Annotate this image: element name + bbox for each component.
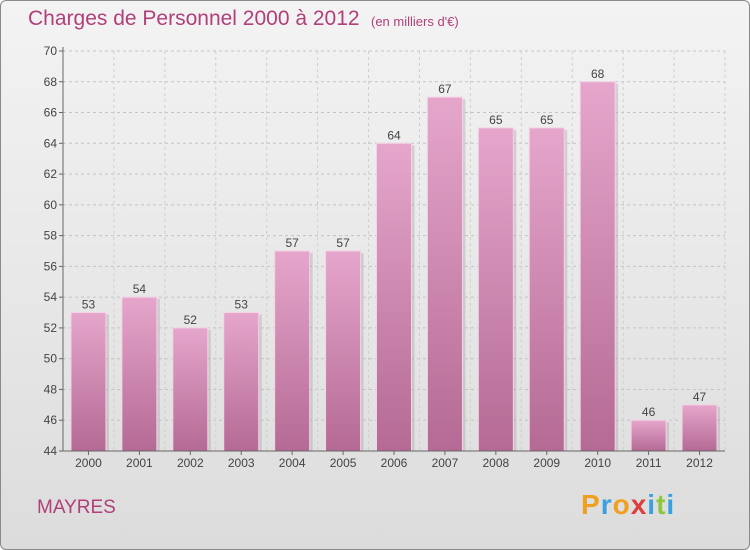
x-tick-label: 2012	[686, 456, 713, 470]
logo-letter: i	[647, 489, 657, 520]
logo-letter: r	[600, 489, 613, 520]
bar-value-label: 54	[133, 282, 147, 296]
bar-value-label: 46	[642, 405, 656, 419]
logo-letter: t	[656, 489, 667, 520]
bar-value-label: 53	[235, 298, 249, 312]
bar-value-label: 52	[184, 313, 198, 327]
bar-value-label: 65	[540, 113, 554, 127]
y-tick-label: 44	[44, 444, 58, 458]
logo-letter: o	[612, 489, 631, 520]
bar-2010	[579, 81, 616, 452]
x-tick-label: 2000	[75, 456, 102, 470]
y-tick-label: 56	[44, 259, 58, 273]
x-tick-label: 2008	[482, 456, 509, 470]
x-tick-label: 2002	[177, 456, 204, 470]
bar-2007	[426, 96, 463, 452]
bar-value-label: 68	[591, 67, 605, 81]
bar-value-label: 57	[336, 236, 350, 250]
y-tick-label: 48	[44, 382, 58, 396]
y-tick-label: 52	[44, 321, 58, 335]
bar-2011	[630, 419, 667, 452]
y-tick-label: 62	[44, 167, 58, 181]
bar-value-label: 64	[387, 128, 401, 142]
logo-letter: i	[666, 489, 676, 520]
commune-name: MAYRES	[37, 497, 116, 518]
y-tick-label: 66	[44, 106, 58, 120]
x-tick-label: 2004	[279, 456, 306, 470]
bar-value-label: 67	[438, 82, 452, 96]
bar-2002	[172, 327, 209, 452]
x-tick-label: 2007	[432, 456, 459, 470]
bar-2006	[376, 142, 412, 452]
x-tick-label: 2006	[381, 456, 408, 470]
bar-2004	[274, 250, 311, 452]
axes: 44 46 48 50 52 54 56 58 60 62 64 66 68 70 2000 2001 2002…	[44, 44, 725, 470]
bar-2001	[121, 296, 158, 452]
x-tick-label: 2010	[584, 456, 611, 470]
y-tick-label: 46	[44, 413, 58, 427]
bar-2003	[223, 312, 260, 452]
bar-2012	[681, 404, 718, 452]
y-tick-label: 50	[44, 352, 58, 366]
y-tick-label: 68	[44, 75, 58, 89]
y-tick-label: 70	[44, 44, 58, 58]
x-tick-label: 2001	[126, 456, 153, 470]
bar-2005	[325, 250, 362, 452]
bar-value-label: 47	[693, 390, 707, 404]
bar-2008	[477, 127, 514, 452]
logo-letter: P	[581, 489, 601, 520]
proxiti-logo[interactable]: Proxiti	[581, 489, 675, 521]
x-tick-label: 2003	[228, 456, 255, 470]
x-tick-label: 2009	[533, 456, 560, 470]
bar-2000	[70, 312, 107, 452]
bar-2009	[528, 127, 565, 452]
logo-letter: x	[630, 489, 648, 520]
y-tick-label: 64	[44, 136, 58, 150]
bar-value-label: 53	[82, 298, 96, 312]
bar-value-label: 65	[489, 113, 503, 127]
y-tick-label: 58	[44, 229, 58, 243]
chart-subtitle: (en milliers d'€)	[371, 14, 459, 29]
chart-title: Charges de Personnel 2000 à 2012	[28, 7, 360, 30]
y-tick-label: 54	[44, 290, 58, 304]
x-tick-label: 2005	[330, 456, 357, 470]
x-tick-label: 2011	[636, 456, 662, 470]
bar-value-label: 57	[285, 236, 299, 250]
y-tick-label: 60	[44, 198, 58, 212]
